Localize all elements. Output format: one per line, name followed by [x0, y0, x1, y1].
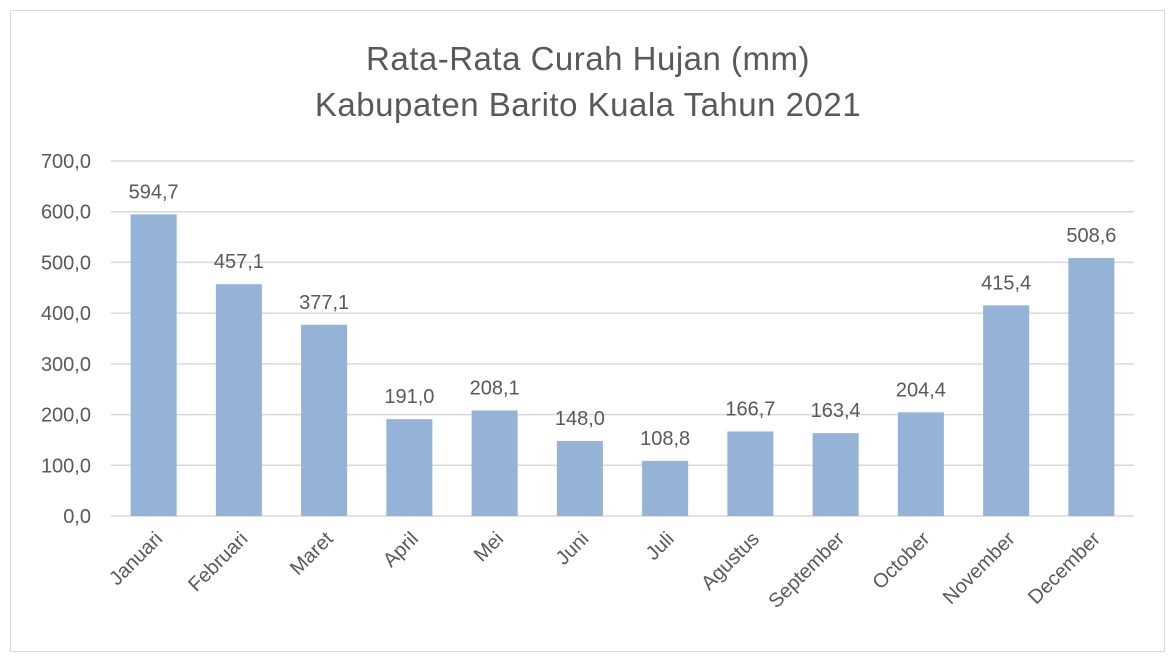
y-tick-label: 300,0 — [41, 354, 91, 376]
x-category-label: December — [1024, 528, 1105, 609]
bar-agustus — [727, 431, 774, 516]
x-category-label: Maret — [286, 528, 338, 580]
x-category-label: April — [379, 528, 423, 572]
data-label: 208,1 — [470, 377, 520, 399]
x-axis-categories: Januari Februari Maret April Mei Juni Juli Agus… — [105, 528, 1105, 613]
bar-juli — [642, 460, 689, 516]
data-label: 148,0 — [555, 408, 605, 430]
data-label: 163,4 — [811, 400, 861, 422]
bars — [130, 214, 1115, 516]
data-label: 108,8 — [640, 428, 690, 450]
y-tick-label: 400,0 — [41, 303, 91, 325]
bar-september — [812, 433, 859, 516]
x-category-label: September — [764, 528, 849, 613]
x-category-label: Januari — [105, 528, 167, 590]
x-category-label: Juni — [552, 528, 594, 570]
x-category-label: Juli — [642, 528, 679, 565]
y-axis-ticks: 0,0 100,0 200,0 300,0 400,0 500,0 600,0 700,0 — [41, 151, 91, 528]
y-tick-label: 500,0 — [41, 252, 91, 274]
chart-title: Rata-Rata Curah Hujan (mm) — [366, 40, 810, 77]
x-category-label: Mei — [470, 528, 508, 566]
data-label: 594,7 — [129, 181, 179, 203]
bar-november — [983, 305, 1030, 516]
x-category-label: October — [869, 528, 935, 594]
chart-subtitle: Kabupaten Barito Kuala Tahun 2021 — [315, 86, 861, 123]
y-tick-label: 100,0 — [41, 455, 91, 477]
bar-mei — [471, 410, 518, 516]
y-tick-label: 0,0 — [63, 506, 91, 528]
data-label: 415,4 — [981, 272, 1031, 294]
bar-october — [897, 412, 944, 516]
bar-juni — [556, 440, 603, 516]
x-category-label: November — [939, 528, 1020, 609]
x-category-label: Agustus — [697, 528, 764, 595]
data-label: 377,1 — [299, 292, 349, 314]
data-label: 191,0 — [384, 386, 434, 408]
gridlines — [111, 160, 1134, 517]
bar-maret — [301, 324, 348, 516]
bar-januari — [130, 214, 177, 516]
bar-december — [1068, 258, 1115, 516]
data-label: 457,1 — [214, 251, 264, 273]
bar-februari — [215, 284, 262, 516]
x-category-label: Februari — [184, 528, 252, 596]
data-label: 166,7 — [725, 398, 775, 420]
y-tick-label: 200,0 — [41, 405, 91, 427]
data-label: 508,6 — [1066, 225, 1116, 247]
data-label: 204,4 — [896, 379, 946, 401]
chart-frame — [10, 10, 1165, 652]
y-tick-label: 600,0 — [41, 202, 91, 224]
data-labels: 594,7 457,1 377,1 191,0 208,1 148,0 108,8 166,7… — [129, 181, 1117, 449]
y-tick-label: 700,0 — [41, 151, 91, 173]
bar-april — [386, 419, 433, 516]
